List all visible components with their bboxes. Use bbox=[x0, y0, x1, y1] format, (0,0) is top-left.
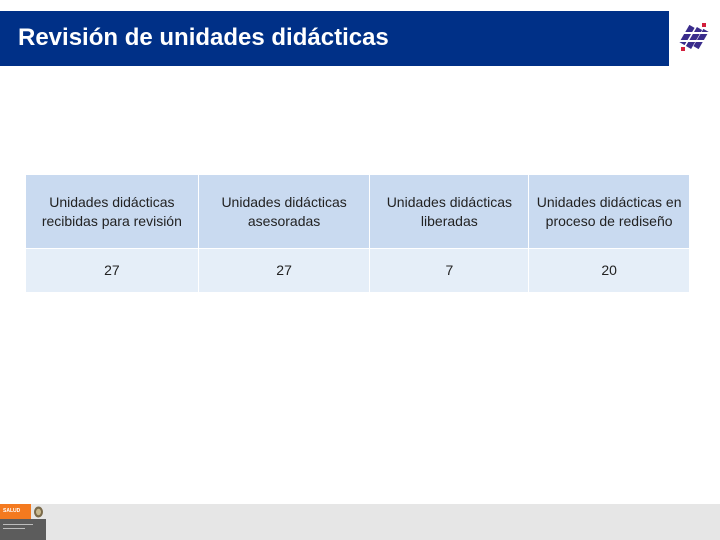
header-cell-released: Unidades didácticas liberadas bbox=[369, 175, 530, 249]
value-cell-received: 27 bbox=[26, 248, 199, 293]
coat-of-arms-icon bbox=[34, 506, 43, 518]
table-row: 27 27 7 20 bbox=[26, 248, 690, 293]
value-cell-redesign: 20 bbox=[528, 248, 690, 293]
title-bar: Revisión de unidades didácticas bbox=[0, 11, 669, 66]
institution-logo-icon bbox=[679, 23, 709, 51]
page-title: Revisión de unidades didácticas bbox=[18, 24, 389, 51]
value-cell-advised: 27 bbox=[198, 248, 371, 293]
header-cell-received: Unidades didácticas recibidas para revis… bbox=[26, 175, 199, 249]
value-cell-released: 7 bbox=[369, 248, 530, 293]
footer-bar bbox=[0, 504, 720, 540]
table-header-row: Unidades didácticas recibidas para revis… bbox=[26, 175, 690, 249]
salud-badge: SALUD bbox=[0, 504, 31, 519]
footer-text-strip bbox=[0, 519, 46, 540]
header-cell-advised: Unidades didácticas asesoradas bbox=[198, 175, 371, 249]
header-cell-redesign: Unidades didácticas en proceso de redise… bbox=[528, 175, 690, 249]
units-table: Unidades didácticas recibidas para revis… bbox=[26, 175, 690, 293]
logo-container bbox=[669, 11, 720, 66]
